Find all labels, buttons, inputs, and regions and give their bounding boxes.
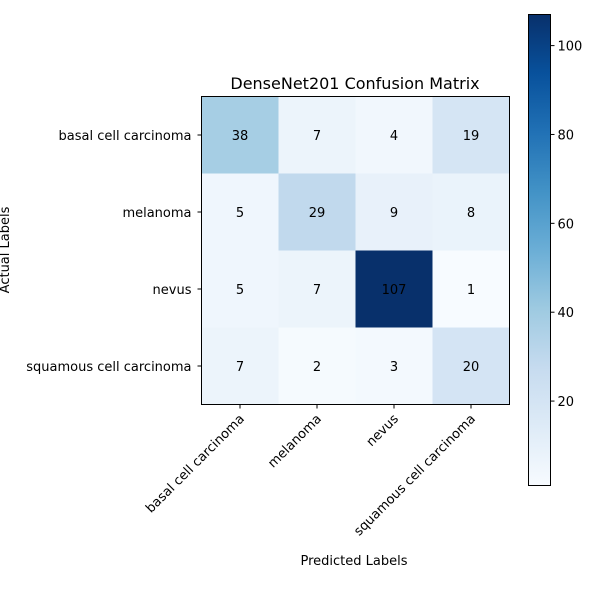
colorbar-tick-label: 80: [558, 128, 575, 143]
heatmap-cell: [355, 250, 433, 328]
heatmap-cell: [432, 327, 510, 405]
cell-value-label: 38: [232, 129, 249, 144]
heatmap-cell: [278, 96, 356, 174]
cell-value-label: 19: [463, 129, 480, 144]
colorbar-tick-label: 20: [558, 395, 575, 410]
cell-value-label: 1: [467, 283, 475, 298]
cell-value-label: 7: [313, 129, 321, 144]
x-axis-ticks: basal cell carcinoma melanoma nevussquamou…: [143, 404, 479, 539]
heatmap-cell: [201, 327, 279, 405]
y-tick-label: melanoma: [122, 206, 191, 221]
heatmap-cell: [278, 250, 356, 328]
heatmap-cell: [278, 173, 356, 251]
colorbar-tick-label: 60: [558, 217, 575, 232]
y-axis-ticks: basal cell carcinoma melanoma nevus squamou…: [26, 129, 202, 375]
chart-title: DenseNet201 Confusion Matrix: [230, 74, 479, 93]
heatmap-cell: [432, 96, 510, 174]
x-tick-label: melanoma: [265, 412, 324, 471]
y-tick-label: basal cell carcinoma: [59, 129, 192, 144]
x-tick-label: basal cell carcinoma: [143, 412, 248, 517]
heatmap-cell-labels: 38 7 4 19 5 29 9 8 5 7 107 1 7 2 3 20: [232, 129, 480, 375]
heatmap-cell: [355, 96, 433, 174]
heatmap-cell: [432, 173, 510, 251]
x-tick-label: squamous cell carcinoma: [351, 412, 478, 539]
heatmap-cell: [201, 173, 279, 251]
colorbar-ticks: 20 40 60 80 100: [550, 40, 583, 410]
heatmap-cell: [432, 250, 510, 328]
cell-value-label: 2: [313, 360, 321, 375]
cell-value-label: 5: [236, 206, 244, 221]
heatmap-cell: [201, 96, 279, 174]
cell-value-label: 7: [313, 283, 321, 298]
heatmap-cell: [201, 250, 279, 328]
colorbar-tick-label: 100: [558, 40, 583, 55]
cell-value-label: 3: [390, 360, 398, 375]
y-axis-title: Actual Labels: [0, 206, 13, 293]
cell-value-label: 4: [390, 129, 398, 144]
cell-value-label: 8: [467, 206, 475, 221]
cell-value-label: 20: [463, 360, 480, 375]
heatmap-cell: [355, 327, 433, 405]
colorbar: [528, 14, 551, 486]
x-tick-label: nevus: [364, 412, 402, 450]
cell-value-label: 7: [236, 360, 244, 375]
cell-value-label: 29: [309, 206, 326, 221]
plot-frame: [201, 96, 510, 405]
y-tick-label: nevus: [153, 283, 192, 298]
y-tick-label: squamous cell carcinoma: [26, 360, 191, 375]
cell-value-label: 9: [390, 206, 398, 221]
cell-value-label: 5: [236, 283, 244, 298]
heatmap-cell: [278, 327, 356, 405]
x-axis-title: Predicted Labels: [300, 554, 407, 569]
colorbar-tick-label: 40: [558, 306, 575, 321]
heatmap-cell: [355, 173, 433, 251]
cell-value-label: 107: [382, 283, 407, 298]
heatmap-cells: [201, 96, 510, 405]
